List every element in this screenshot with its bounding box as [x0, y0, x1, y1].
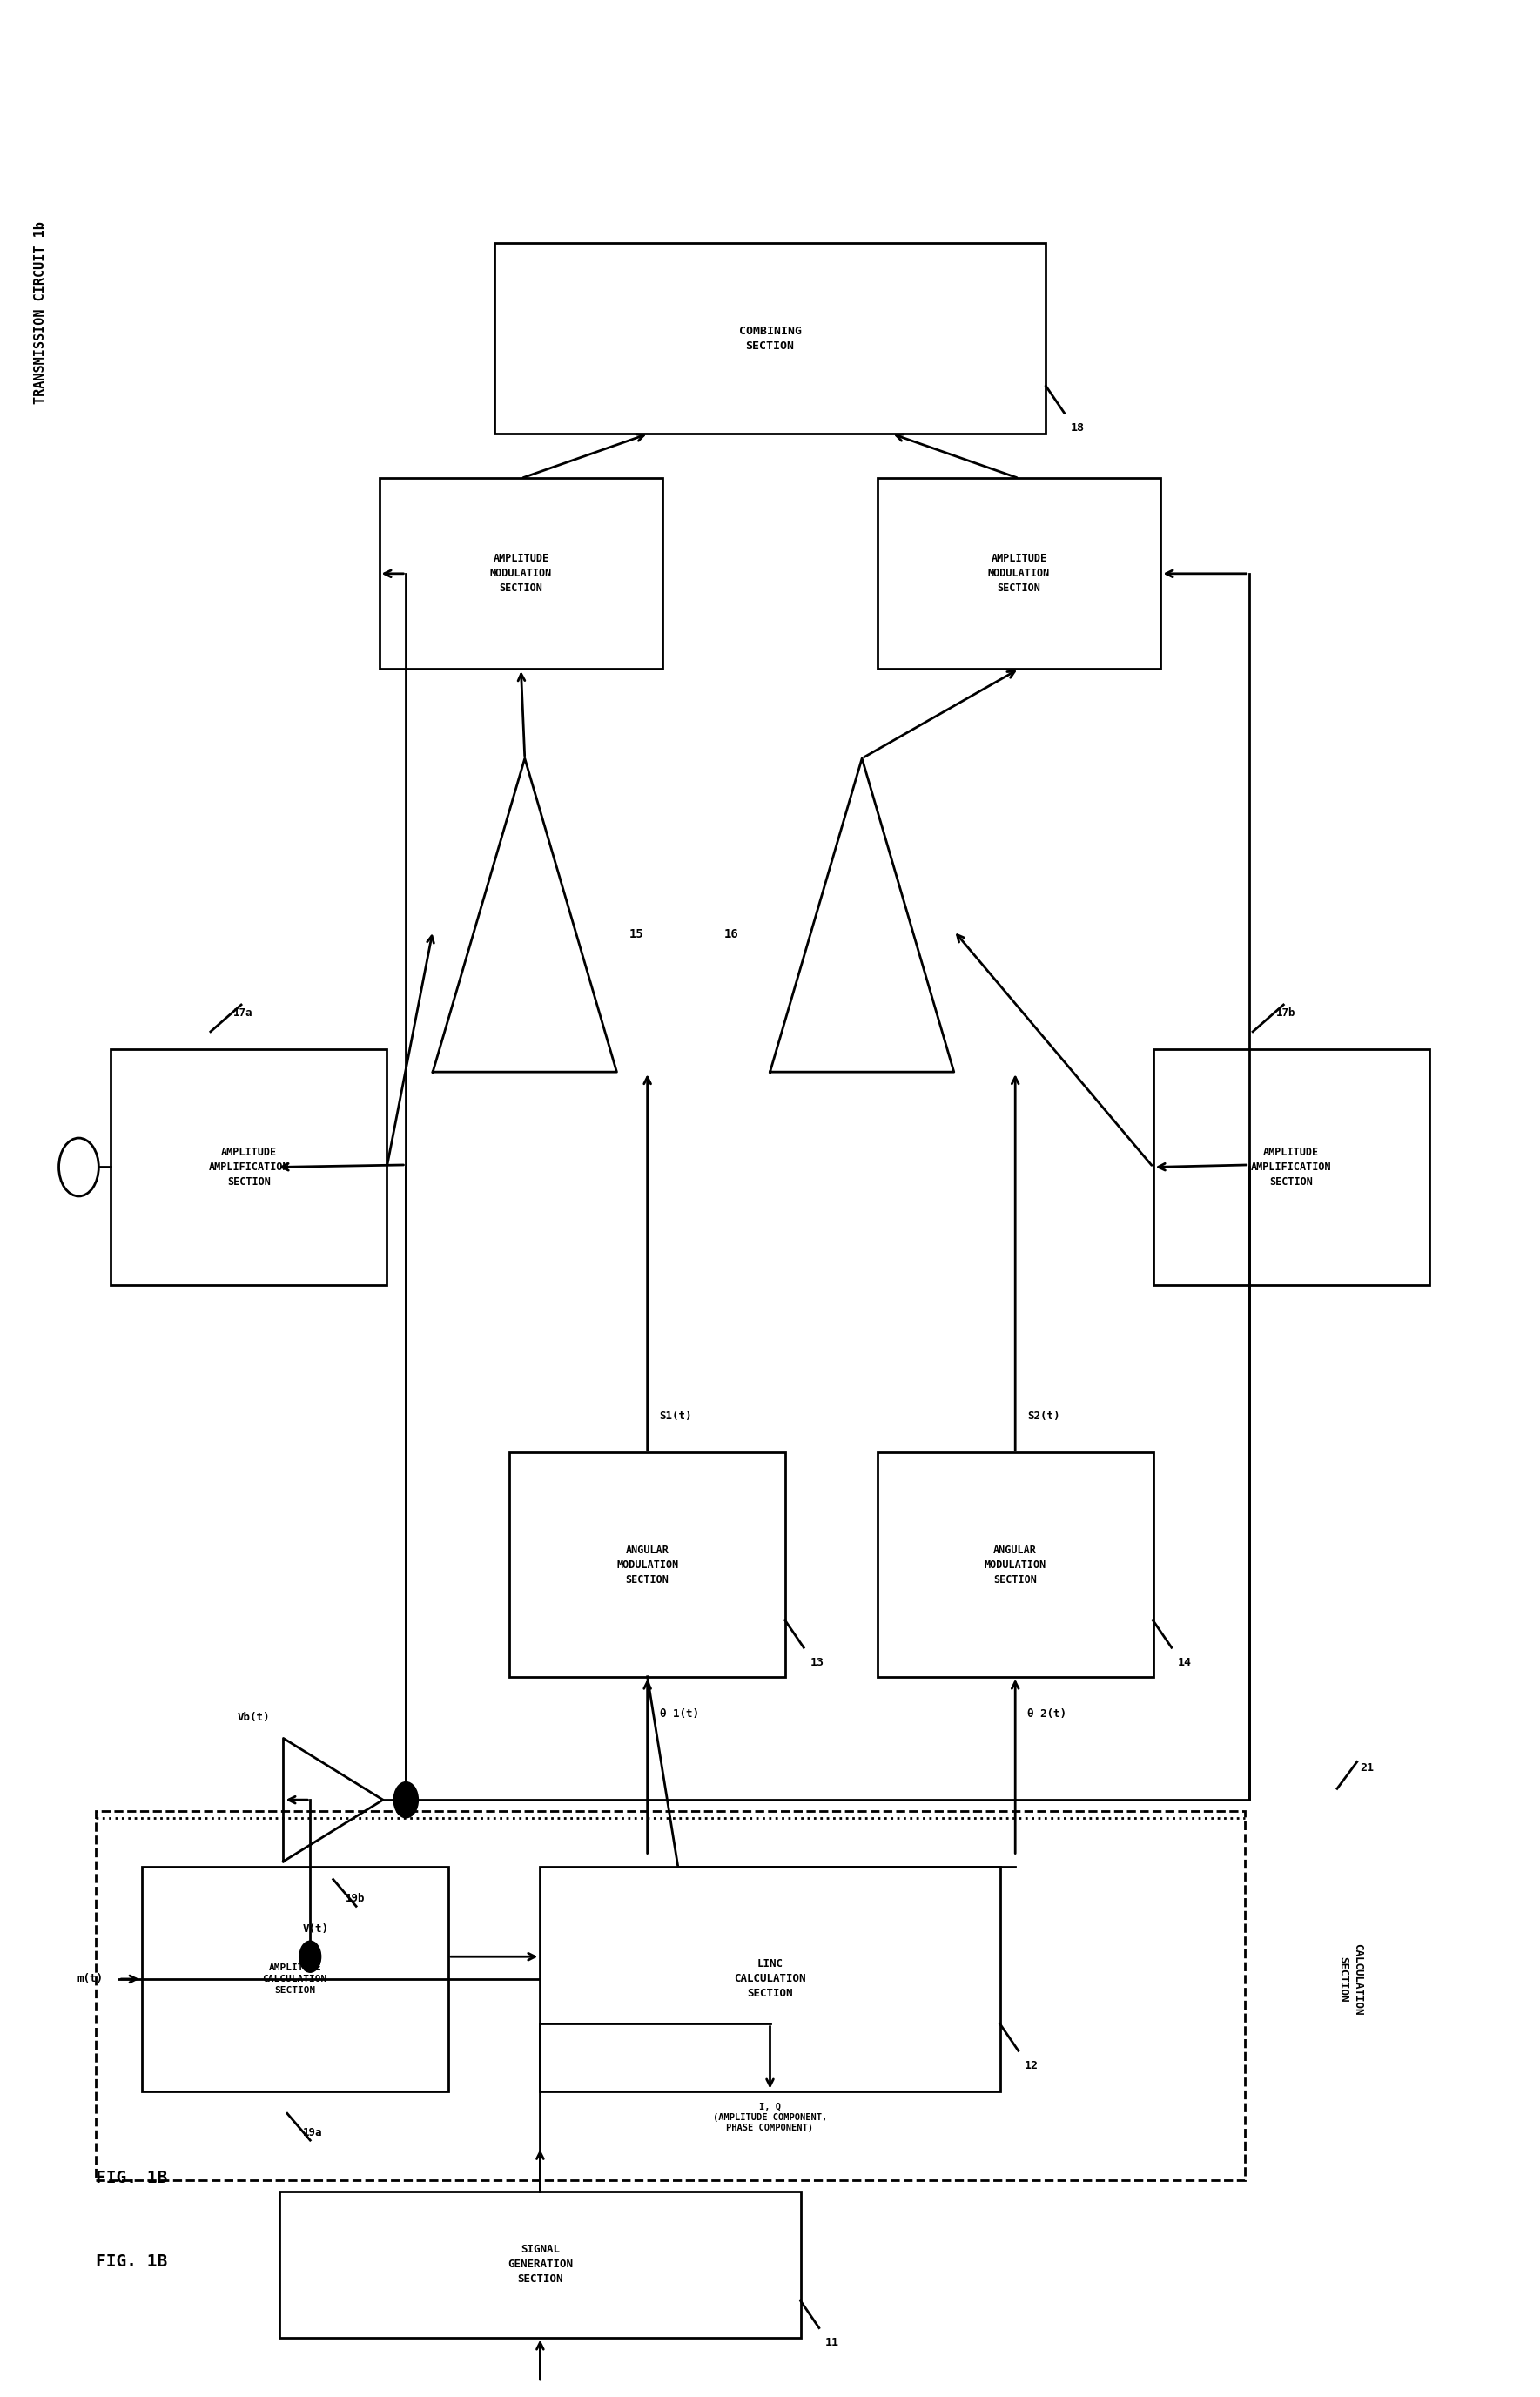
- Text: COMBINING
SECTION: COMBINING SECTION: [739, 326, 801, 352]
- Bar: [142, 1867, 448, 2090]
- Text: LINC
CALCULATION
SECTION: LINC CALCULATION SECTION: [735, 1958, 805, 1999]
- Bar: [379, 479, 662, 669]
- Bar: [541, 1867, 999, 2090]
- Text: θ 2(t): θ 2(t): [1027, 1709, 1067, 1719]
- Circle shape: [394, 1781, 419, 1817]
- Text: 17a: 17a: [234, 1007, 253, 1019]
- Circle shape: [299, 1942, 320, 1973]
- Bar: [878, 1453, 1153, 1676]
- Bar: [111, 1050, 387, 1285]
- Text: V(t): V(t): [302, 1922, 328, 1934]
- Text: 17b: 17b: [1275, 1007, 1295, 1019]
- Text: 21: 21: [1360, 1762, 1374, 1774]
- Text: AMPLITUDE
MODULATION
SECTION: AMPLITUDE MODULATION SECTION: [490, 554, 551, 594]
- Text: S1(t): S1(t): [659, 1409, 693, 1421]
- Text: CALCULATION
SECTION: CALCULATION SECTION: [1337, 1944, 1363, 2016]
- Text: 16: 16: [724, 928, 739, 940]
- Text: 12: 12: [1024, 2059, 1038, 2071]
- Bar: [280, 2191, 801, 2337]
- Text: 14: 14: [1178, 1656, 1192, 1668]
- Text: FIG. 1B: FIG. 1B: [95, 2169, 168, 2186]
- Text: Vb(t): Vb(t): [237, 1711, 270, 1723]
- Text: AMPLITUDE
MODULATION
SECTION: AMPLITUDE MODULATION SECTION: [989, 554, 1050, 594]
- Text: 13: 13: [810, 1656, 824, 1668]
- Text: ANGULAR
MODULATION
SECTION: ANGULAR MODULATION SECTION: [984, 1544, 1046, 1584]
- Text: 18: 18: [1070, 422, 1084, 434]
- Text: ANGULAR
MODULATION
SECTION: ANGULAR MODULATION SECTION: [616, 1544, 679, 1584]
- Text: 11: 11: [825, 2337, 839, 2349]
- Text: I, Q
(AMPLITUDE COMPONENT,
PHASE COMPONENT): I, Q (AMPLITUDE COMPONENT, PHASE COMPONE…: [713, 2102, 827, 2133]
- Text: 15: 15: [628, 928, 644, 940]
- Text: AMPLITUDE
AMPLIFICATION
SECTION: AMPLITUDE AMPLIFICATION SECTION: [1250, 1146, 1332, 1187]
- Bar: [510, 1453, 785, 1676]
- Text: SIGNAL
GENERATION
SECTION: SIGNAL GENERATION SECTION: [508, 2244, 573, 2284]
- Text: 19b: 19b: [345, 1894, 365, 1903]
- Text: TRANSMISSION CIRCUIT 1b: TRANSMISSION CIRCUIT 1b: [34, 221, 48, 403]
- Bar: [1153, 1050, 1429, 1285]
- Bar: [494, 242, 1046, 434]
- Text: θ 1(t): θ 1(t): [659, 1709, 699, 1719]
- Text: 19a: 19a: [302, 2126, 322, 2138]
- Text: AMPLITUDE
CALCULATION
SECTION: AMPLITUDE CALCULATION SECTION: [262, 1963, 326, 1994]
- Bar: [878, 479, 1161, 669]
- Bar: [95, 1812, 1246, 2181]
- Text: S2(t): S2(t): [1027, 1409, 1060, 1421]
- Text: FIG. 1B: FIG. 1B: [95, 2253, 168, 2270]
- Text: m(t): m(t): [77, 1973, 103, 1985]
- Text: AMPLITUDE
AMPLIFICATION
SECTION: AMPLITUDE AMPLIFICATION SECTION: [208, 1146, 290, 1187]
